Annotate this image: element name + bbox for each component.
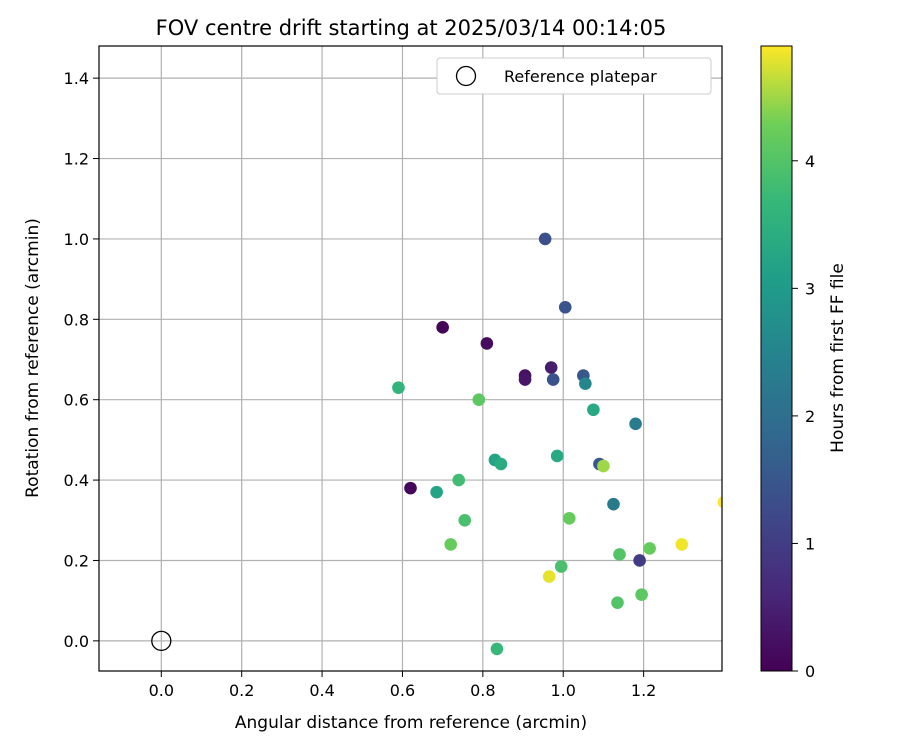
colorbar-ticks: 0 1 2 3 4: [792, 152, 815, 681]
data-point: [558, 300, 572, 314]
legend-label: Reference platepar: [504, 67, 657, 86]
data-point: [546, 373, 560, 386]
y-tick-label: 1.0: [64, 230, 89, 249]
colorbar-tick-label: 2: [805, 407, 815, 426]
data-point: [452, 473, 466, 487]
x-tick-label: 0.6: [390, 681, 415, 700]
data-point: [472, 393, 486, 406]
data-point: [562, 511, 576, 525]
data-point: [675, 538, 689, 551]
colorbar-tick-label: 3: [805, 279, 815, 298]
colorbar-label: Hours from first FF file: [828, 263, 848, 453]
data-point: [538, 232, 552, 246]
data-point: [436, 321, 449, 334]
reference-platepar-point: [151, 630, 172, 652]
x-axis-ticks: 0.0 0.2 0.4 0.6 0.8 1.0 1.2: [149, 671, 656, 700]
data-point: [392, 381, 405, 394]
x-tick-label: 0.2: [229, 681, 254, 700]
data-point: [480, 337, 494, 350]
legend: Reference platepar: [436, 57, 712, 95]
data-point: [518, 373, 532, 386]
legend-box: [436, 57, 712, 95]
y-tick-label: 0.0: [64, 632, 89, 651]
data-point: [611, 596, 624, 609]
reference-marker: [151, 630, 172, 652]
data-point: [490, 642, 504, 656]
x-tick-label: 0.8: [470, 681, 495, 700]
data-point: [542, 570, 556, 583]
y-tick-label: 1.4: [64, 69, 89, 88]
data-point: [607, 497, 620, 511]
data-point: [404, 481, 417, 495]
x-axis-label: Angular distance from reference (arcmin): [235, 713, 587, 733]
colorbar-gradient: [760, 45, 793, 672]
colorbar-tick-label: 4: [805, 152, 815, 171]
x-tick-label: 0.4: [309, 681, 334, 700]
data-point: [458, 513, 472, 527]
y-tick-label: 0.6: [64, 391, 89, 410]
data-point: [587, 403, 600, 417]
data-points: [392, 232, 722, 656]
data-point: [635, 588, 648, 601]
data-point: [717, 496, 722, 509]
x-tick-label: 0.0: [149, 681, 174, 700]
chart-title: FOV centre drift starting at 2025/03/14 …: [156, 16, 667, 40]
y-axis-ticks: 0.0 0.2 0.4 0.6 0.8 1.0 1.2 1.4: [64, 69, 99, 651]
data-point: [444, 538, 457, 551]
y-tick-label: 0.4: [64, 471, 89, 490]
colorbar-tick-label: 1: [805, 534, 815, 553]
data-point: [629, 417, 642, 431]
data-point: [597, 459, 610, 473]
data-point: [494, 457, 508, 471]
x-tick-label: 1.2: [631, 681, 656, 700]
data-point: [544, 361, 558, 374]
y-tick-label: 0.8: [64, 310, 89, 329]
x-tick-label: 1.0: [551, 681, 576, 700]
data-point: [643, 542, 656, 555]
colorbar: 0 1 2 3 4 Hours from first FF file: [760, 45, 848, 681]
plot-frame: [98, 45, 723, 672]
colorbar-tick-label: 0: [805, 662, 815, 681]
y-tick-label: 1.2: [64, 150, 89, 169]
data-point: [633, 554, 646, 567]
data-point: [579, 377, 592, 390]
grid-lines: [99, 46, 722, 671]
data-point: [554, 560, 568, 573]
legend-marker: [455, 65, 477, 87]
y-tick-label: 0.2: [64, 551, 89, 570]
data-point: [613, 548, 626, 561]
data-point: [550, 449, 564, 463]
data-point: [430, 485, 443, 499]
y-axis-label: Rotation from reference (arcmin): [23, 218, 43, 498]
